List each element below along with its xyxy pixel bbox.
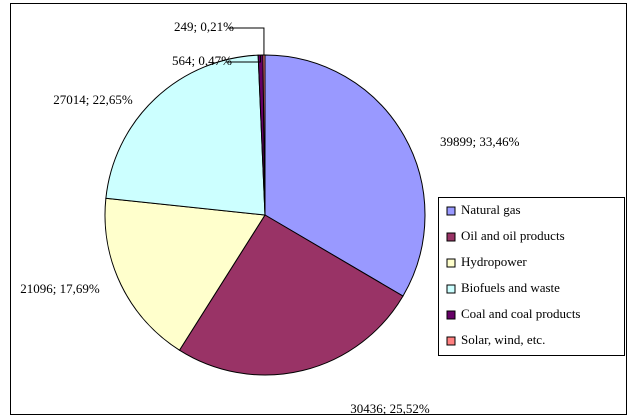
legend-label: Solar, wind, etc.: [461, 332, 545, 347]
leader-line: [228, 27, 265, 56]
leader-line: [226, 55, 262, 63]
data-label: 39899; 33,46%: [440, 134, 520, 149]
pie-slice: [178, 214, 404, 376]
data-label: 564; 0,47%: [172, 53, 232, 68]
legend-label: Natural gas: [461, 202, 521, 217]
data-label: 249; 0,21%: [174, 19, 234, 34]
data-label: 30436; 25,52%: [350, 401, 430, 416]
legend-label: Hydropower: [461, 254, 527, 269]
data-label: 27014; 22,65%: [53, 92, 133, 107]
legend-label: Oil and oil products: [461, 228, 565, 243]
pie-slice: [105, 54, 266, 216]
pie-slice: [104, 197, 266, 351]
pie-slice: [262, 54, 266, 216]
legend-swatch: [446, 232, 456, 242]
legend-label: Biofuels and waste: [461, 280, 560, 295]
data-label: 21096; 17,69%: [20, 281, 100, 296]
legend-box: [438, 197, 625, 356]
legend-swatch: [446, 206, 456, 216]
legend-label: Coal and coal products: [461, 306, 581, 321]
legend-swatch: [446, 336, 456, 346]
pie-slice: [264, 54, 426, 297]
legend-swatch: [446, 258, 456, 268]
legend-swatch: [446, 284, 456, 294]
legend-swatch: [446, 310, 456, 320]
